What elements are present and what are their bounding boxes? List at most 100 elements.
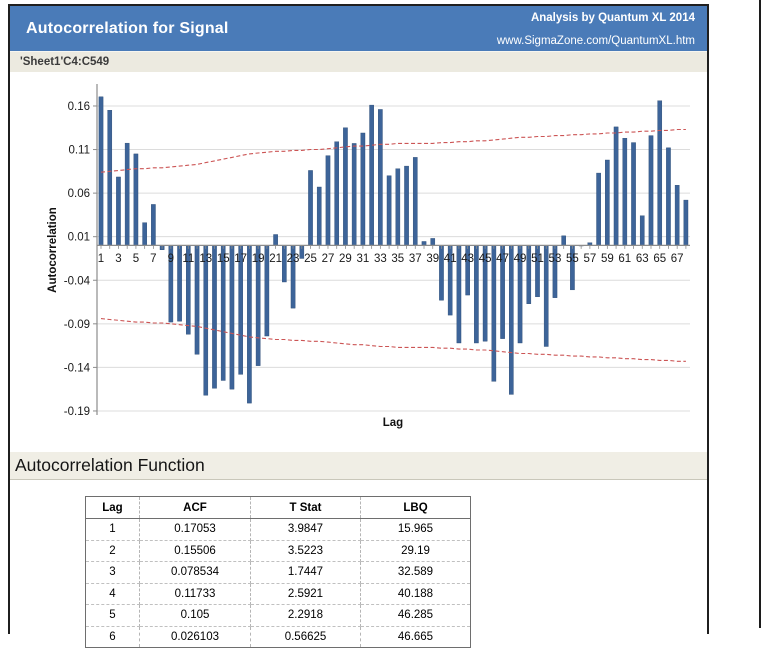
acf-bar: [491, 245, 497, 382]
acf-bar: [561, 235, 566, 246]
table-cell: 3.5223: [250, 540, 361, 562]
table-header-cell: ACF: [139, 496, 251, 519]
table-row: 5 0.105 2.2918 46.285: [85, 604, 471, 627]
x-tick-label: 41: [444, 253, 457, 265]
table-cell: 32.589: [360, 561, 471, 584]
table-cell: 0.17053: [139, 518, 251, 541]
table-cell: 2.2918: [250, 604, 361, 627]
x-axis-title: Lag: [383, 417, 403, 429]
acf-bar: [430, 238, 436, 246]
acf-bar: [683, 199, 689, 246]
table-row: 6 0.026103 0.56625 46.665: [85, 626, 471, 648]
acf-bar: [404, 165, 409, 246]
table-cell: 46.285: [360, 604, 471, 627]
report-frame: [8, 4, 709, 634]
table-cell: 1.7447: [250, 561, 361, 584]
table-cell: 0.078534: [139, 561, 251, 584]
acf-bar: [142, 222, 147, 246]
x-tick-label: 57: [583, 253, 596, 265]
x-tick-label: 51: [531, 253, 544, 265]
x-tick-label: 33: [374, 253, 387, 265]
x-tick-label: 49: [514, 253, 527, 265]
x-tick-label: 27: [322, 253, 335, 265]
acf-table: Lag ACF T Stat LBQ 1 0.17053 3.9847 15.965 2 0.1…: [85, 496, 471, 648]
acf-bar: [674, 185, 680, 246]
table-cell: 29.19: [360, 540, 471, 562]
table-header-cell: Lag: [85, 496, 140, 519]
acf-bar: [395, 168, 401, 246]
acf-bar: [657, 100, 663, 246]
acf-bar: [622, 138, 628, 246]
acf-bar: [212, 245, 217, 389]
table-header-row: Lag ACF T Stat LBQ: [85, 496, 471, 519]
table-cell: 3: [85, 561, 140, 584]
x-tick-label: 15: [217, 253, 230, 265]
x-tick-label: 47: [496, 253, 509, 265]
report-header: Autocorrelation for Signal Analysis by Q…: [10, 6, 707, 51]
acf-bar: [605, 159, 610, 246]
x-tick-label: 17: [234, 253, 247, 265]
table-cell: 0.105: [139, 604, 251, 627]
table-cell: 0.11733: [139, 583, 251, 605]
acf-bar: [229, 245, 235, 390]
y-tick-label: -0.14: [64, 362, 91, 374]
table-cell: 2: [85, 540, 140, 562]
acf-bar: [133, 153, 139, 246]
x-tick-label: 25: [304, 253, 317, 265]
x-tick-label: 19: [252, 253, 265, 265]
table-cell: 46.665: [360, 626, 471, 648]
acf-bar: [351, 143, 357, 246]
acf-bar: [247, 245, 252, 404]
x-tick-label: 43: [461, 253, 474, 265]
table-cell: 0.15506: [139, 540, 251, 562]
x-tick-label: 37: [409, 253, 422, 265]
acf-bar: [124, 142, 130, 246]
acf-bar: [639, 215, 645, 246]
acf-bar: [648, 135, 654, 246]
x-tick-label: 59: [601, 253, 614, 265]
acf-bar: [613, 126, 619, 246]
credit-line-url: www.SigmaZone.com/QuantumXL.htm: [496, 34, 695, 47]
x-tick-label: 63: [636, 253, 649, 265]
x-tick-label: 35: [391, 253, 404, 265]
x-tick-label: 3: [115, 253, 121, 265]
y-tick-label: -0.04: [64, 275, 91, 287]
acf-bar: [386, 175, 392, 246]
acf-bar: [325, 155, 331, 246]
table-cell: 5: [85, 604, 140, 627]
acf-table-body: 1 0.17053 3.9847 15.965 2 0.15506 3.5223 29.19 3…: [85, 518, 471, 648]
acf-bar: [378, 109, 383, 246]
table-row: 3 0.078534 1.7447 32.589: [85, 561, 471, 584]
acf-bar: [308, 170, 313, 246]
y-tick-label: -0.19: [64, 406, 90, 418]
x-tick-label: 61: [618, 253, 631, 265]
x-tick-label: 39: [426, 253, 439, 265]
x-tick-label: 31: [357, 253, 370, 265]
x-tick-label: 11: [182, 253, 194, 265]
x-tick-label: 55: [566, 253, 579, 265]
x-tick-label: 53: [549, 253, 562, 265]
x-tick-label: 67: [671, 253, 684, 265]
acf-bar: [360, 132, 366, 246]
table-cell: 3.9847: [250, 518, 361, 541]
credit-block: Analysis by Quantum XL 2014 www.SigmaZon…: [497, 6, 695, 51]
upper-ci-line: [100, 128, 686, 173]
y-tick-label: -0.09: [64, 319, 90, 331]
table-row: 4 0.11733 2.5921 40.188: [85, 583, 471, 605]
x-tick-label: 45: [479, 253, 492, 265]
table-header-cell: T Stat: [250, 496, 361, 519]
acf-bar: [151, 204, 156, 246]
acf-chart-svg: 0.160.110.060.01-0.04-0.09-0.14-0.191 3 5 7…: [47, 84, 690, 429]
y-tick-label: 0.16: [68, 101, 90, 113]
x-tick-label: 23: [287, 253, 300, 265]
section-title: Autocorrelation Function: [15, 455, 205, 475]
x-tick-label: 9: [168, 253, 174, 265]
acf-bar: [203, 245, 209, 396]
x-tick-label: 65: [653, 253, 666, 265]
sheet-reference: 'Sheet1'C4:C549: [20, 56, 110, 68]
sheet-reference-band: 'Sheet1'C4:C549: [10, 51, 707, 72]
x-tick-label: 7: [150, 253, 156, 265]
x-tick-label: 13: [199, 253, 212, 265]
x-tick-label: 29: [339, 253, 352, 265]
acf-bar: [220, 245, 226, 381]
